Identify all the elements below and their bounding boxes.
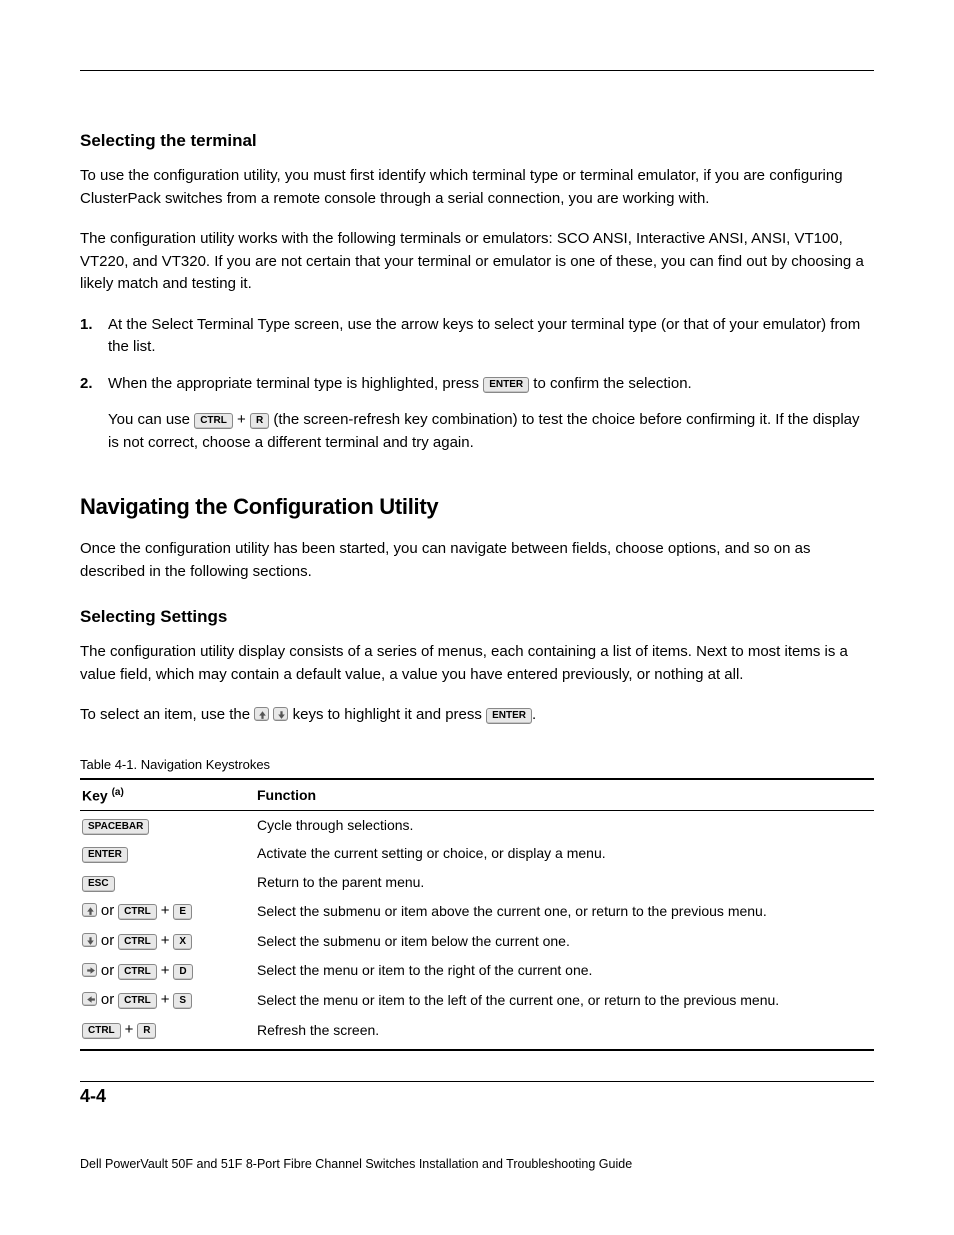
ctrl-key-4: CTRL [118, 964, 157, 980]
step-number-2: 2. [80, 373, 93, 396]
inline2-a: To select an item, use the [80, 706, 254, 723]
ctrl-key-5: CTRL [118, 993, 157, 1009]
table-row: or CTRL + S Select the menu or item to t… [80, 985, 874, 1015]
table-header-function: Function [255, 779, 874, 811]
table-fn-2: Return to the parent menu. [255, 868, 874, 896]
table-fn-0: Cycle through selections. [255, 811, 874, 840]
esc-key: ESC [82, 876, 115, 892]
table-row: SPACEBAR Cycle through selections. [80, 811, 874, 840]
inline2-c: . [532, 706, 536, 723]
inline2-b: keys to highlight it and press [293, 706, 486, 723]
ctrl-key: CTRL [194, 413, 233, 429]
inline-note-2: To select an item, use the keys to highl… [80, 704, 874, 727]
left-arrow-icon [82, 992, 97, 1006]
down-arrow-icon-2 [82, 933, 97, 947]
footer-line: Dell PowerVault 50F and 51F 8-Port Fibre… [80, 1157, 874, 1171]
table-fn-4: Select the submenu or item below the cur… [255, 926, 874, 956]
step-2-text-b: to confirm the selection. [533, 375, 691, 392]
paragraph-3: Once the configuration utility has been … [80, 538, 874, 583]
table-header-key: Key (a) [80, 779, 255, 811]
table-row: or CTRL + E Select the submenu or item a… [80, 896, 874, 926]
ctrl-key-3: CTRL [118, 934, 157, 950]
ctrl-key-6: CTRL [82, 1023, 121, 1039]
up-arrow-icon-2 [82, 903, 97, 917]
paragraph-2: The configuration utility works with the… [80, 228, 874, 296]
s-key: S [173, 993, 192, 1009]
d-key: D [173, 964, 192, 980]
step-2: 2. When the appropriate terminal type is… [80, 373, 874, 396]
table-row: or CTRL + X Select the submenu or item b… [80, 926, 874, 956]
down-arrow-icon [273, 707, 288, 721]
step-1-text: At the Select Terminal Type screen, use … [108, 316, 860, 356]
x-key: X [173, 934, 192, 950]
inline-note-1: You can use CTRL + R (the screen-refresh… [108, 409, 874, 454]
step-1: 1. At the Select Terminal Type screen, u… [80, 314, 874, 359]
table-row: ENTER Activate the current setting or ch… [80, 839, 874, 867]
table-fn-1: Activate the current setting or choice, … [255, 839, 874, 867]
right-arrow-icon [82, 963, 97, 977]
step-number-1: 1. [80, 314, 93, 337]
up-arrow-icon [254, 707, 269, 721]
e-key: E [173, 904, 192, 920]
table-row: CTRL + R Refresh the screen. [80, 1015, 874, 1050]
table-fn-3: Select the submenu or item above the cur… [255, 896, 874, 926]
bottom-divider [80, 1081, 874, 1082]
page-number: 4-4 [80, 1086, 874, 1107]
step-label: Selecting the terminal [80, 131, 874, 151]
navigation-table: Key (a) Function SPACEBAR Cycle through … [80, 778, 874, 1051]
table-row: or CTRL + D Select the menu or item to t… [80, 956, 874, 986]
table-row: ESC Return to the parent menu. [80, 868, 874, 896]
r-key-2: R [137, 1023, 156, 1039]
step-2-text-a: When the appropriate terminal type is hi… [108, 375, 483, 392]
subsection-heading-selecting: Selecting Settings [80, 607, 874, 627]
inline1-a: You can use [108, 411, 194, 428]
enter-key-2: ENTER [486, 708, 532, 724]
enter-key-1: ENTER [483, 377, 529, 393]
r-key: R [250, 413, 269, 429]
table-fn-7: Refresh the screen. [255, 1015, 874, 1050]
paragraph-1: To use the configuration utility, you mu… [80, 165, 874, 210]
top-divider [80, 70, 874, 71]
table-caption: Table 4-1. Navigation Keystrokes [80, 757, 874, 772]
table-fn-5: Select the menu or item to the right of … [255, 956, 874, 986]
section-heading-navigating: Navigating the Configuration Utility [80, 494, 874, 520]
table-fn-6: Select the menu or item to the left of t… [255, 985, 874, 1015]
paragraph-4: The configuration utility display consis… [80, 641, 874, 686]
spacebar-key: SPACEBAR [82, 819, 149, 835]
ctrl-key-2: CTRL [118, 904, 157, 920]
enter-key-3: ENTER [82, 847, 128, 863]
